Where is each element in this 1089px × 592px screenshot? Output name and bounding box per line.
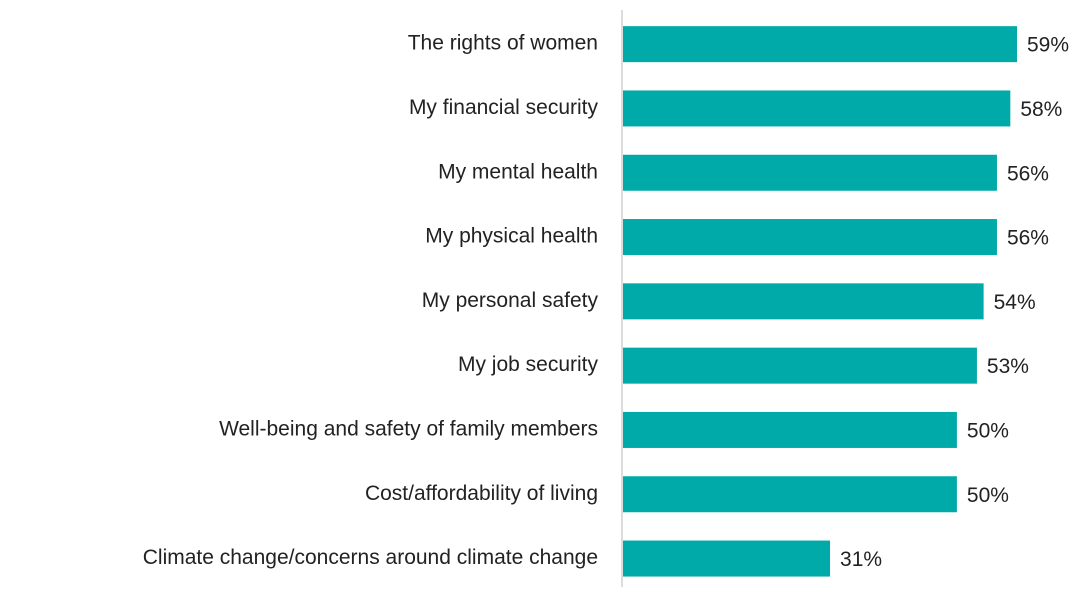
category-label: My mental health: [438, 160, 598, 183]
bar: [623, 219, 997, 256]
category-label: My financial security: [409, 96, 599, 119]
value-label: 54%: [994, 291, 1036, 314]
category-label: My job security: [458, 353, 599, 376]
category-label: My personal safety: [422, 289, 599, 312]
bar: [623, 540, 831, 577]
value-label: 56%: [1007, 227, 1049, 250]
bar: [623, 411, 957, 448]
bar: [623, 283, 984, 320]
category-label: Climate change/concerns around climate c…: [143, 546, 598, 569]
category-label: Cost/affordability of living: [365, 482, 598, 505]
category-label: The rights of women: [408, 32, 598, 55]
value-label: 58%: [1020, 98, 1062, 121]
value-label: 50%: [967, 484, 1009, 507]
value-label: 31%: [840, 548, 882, 571]
category-label: Well-being and safety of family members: [219, 417, 598, 440]
bar: [623, 154, 997, 191]
value-label: 53%: [987, 355, 1029, 378]
value-label: 59%: [1027, 34, 1069, 57]
bar: [623, 476, 957, 513]
bar: [623, 90, 1011, 127]
bar: [623, 26, 1017, 63]
bar: [623, 347, 977, 384]
category-label: My physical health: [425, 225, 598, 248]
value-label: 56%: [1007, 162, 1049, 185]
value-label: 50%: [967, 419, 1009, 442]
